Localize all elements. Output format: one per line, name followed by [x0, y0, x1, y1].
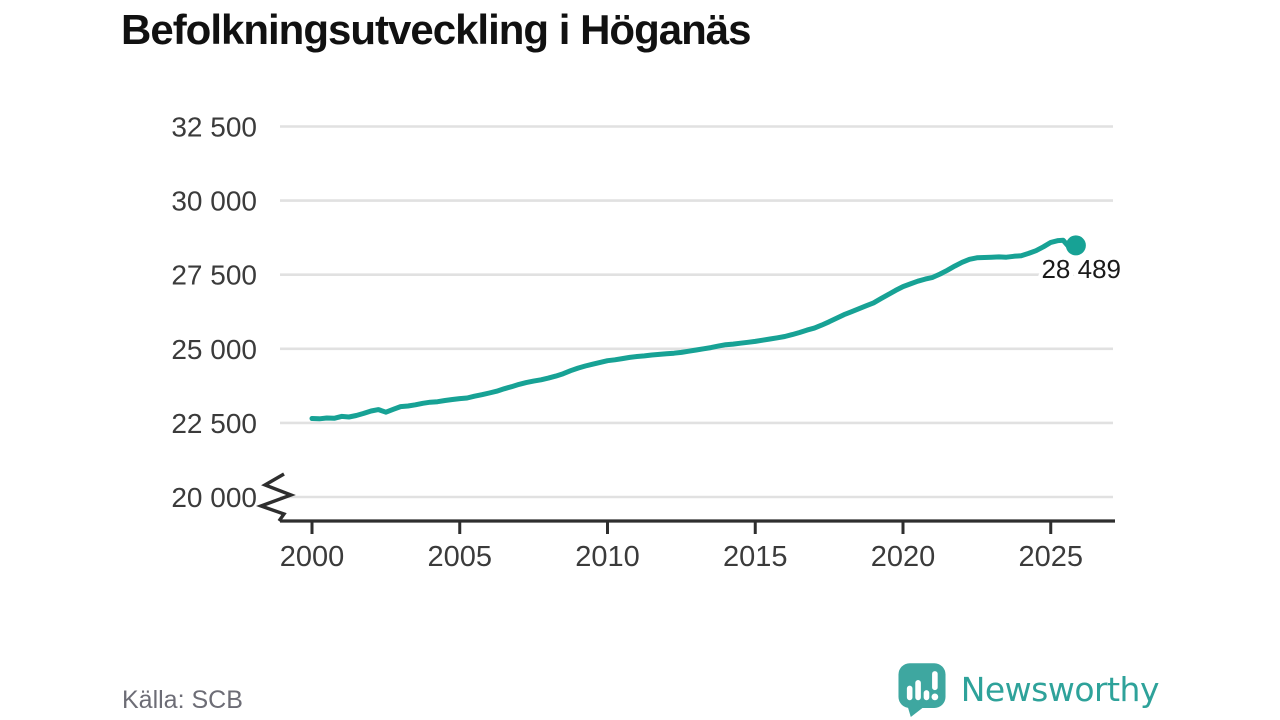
x-tick-label: 2020	[871, 541, 936, 573]
bar-chart-glyph	[906, 680, 929, 701]
speech-bubble-shape	[898, 663, 946, 717]
x-tick-label: 2015	[723, 541, 788, 573]
y-tick-label: 32 500	[171, 112, 257, 143]
axis-break-symbol	[255, 472, 296, 522]
x-tick-label: 2000	[280, 541, 345, 573]
newsworthy-speech-bubble-icon	[898, 663, 946, 717]
end-point-dot	[1065, 235, 1086, 256]
exclamation-glyph	[931, 671, 938, 701]
brand-name: Newsworthy	[960, 669, 1160, 709]
y-tick-label: 30 000	[171, 186, 257, 217]
page-title: Befolkningsutveckling i Höganäs	[121, 6, 751, 53]
y-tick-label: 27 500	[171, 260, 257, 291]
y-tick-label: 22 500	[171, 408, 257, 439]
end-value-label: 28 489	[1041, 254, 1121, 284]
y-tick-label: 20 000	[171, 482, 257, 513]
source-note: Källa: SCB	[122, 686, 243, 714]
population-line	[309, 237, 1079, 422]
x-tick-label: 2025	[1018, 541, 1083, 573]
x-tick-label: 2010	[575, 541, 640, 573]
y-tick-label: 25 000	[171, 334, 257, 365]
newsworthy-logo: Newsworthy	[895, 661, 1160, 717]
x-tick-label: 2005	[427, 541, 492, 573]
